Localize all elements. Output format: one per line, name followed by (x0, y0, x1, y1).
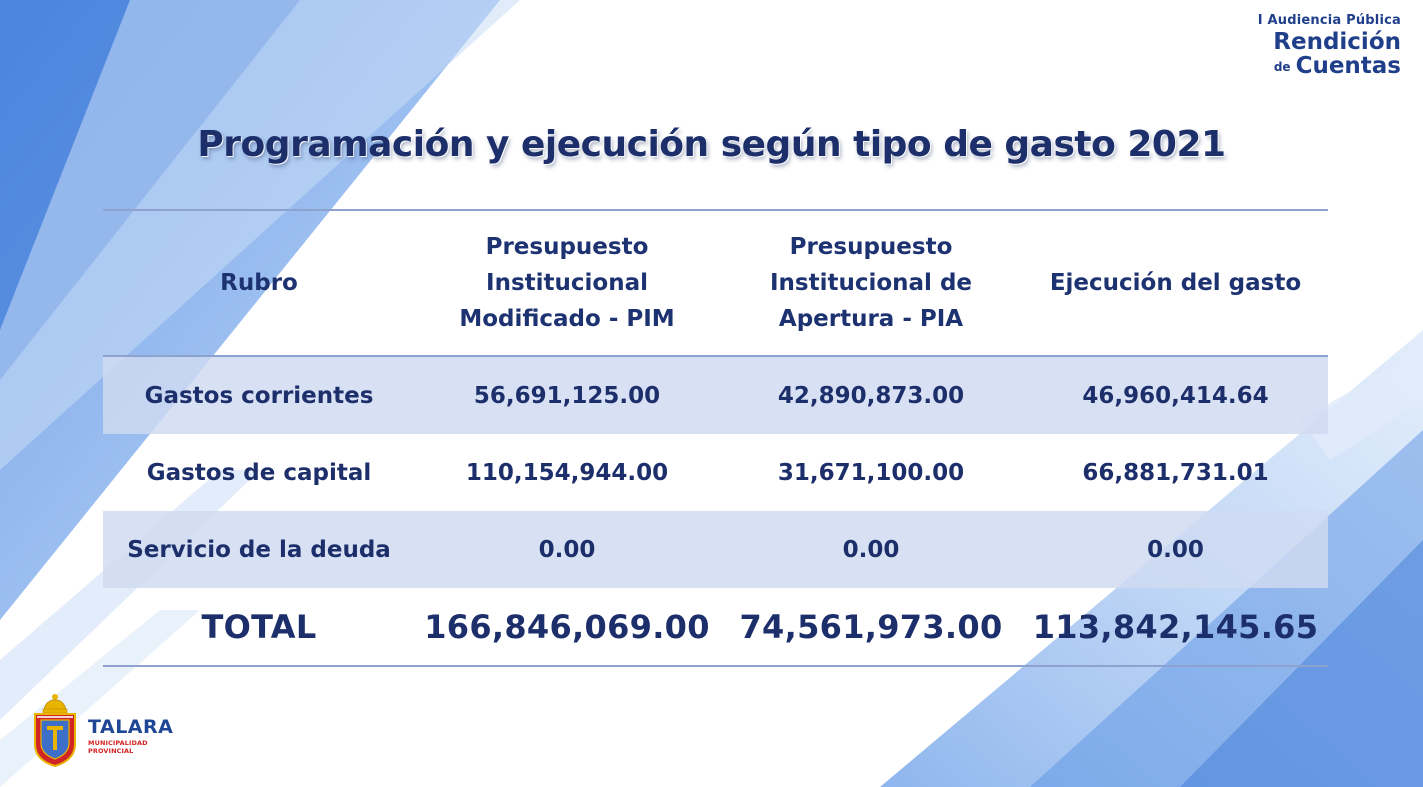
cell-pim: 110,154,944.00 (465, 459, 669, 486)
cell-rubro: Gastos corrientes (144, 382, 374, 409)
header-ejecucion: Ejecución del gasto (1023, 265, 1328, 301)
total-pim: 166,846,069.00 (424, 607, 710, 646)
logo-name: TALARA (88, 716, 174, 738)
event-name: I Audiencia Pública (1257, 13, 1401, 28)
header-ejecucion-line: Ejecución del gasto (1049, 270, 1302, 296)
header-pia-line2: Institucional de (769, 270, 973, 296)
table-total-row: TOTAL 166,846,069.00 74,561,973.00 113,8… (103, 588, 1328, 665)
header-pim: Presupuesto Institucional Modificado - P… (415, 229, 719, 337)
header-pia: Presupuesto Institucional de Apertura - … (719, 229, 1023, 337)
event-title-line2: Rendición (1273, 29, 1401, 55)
total-ejecucion: 113,842,145.65 (1032, 607, 1319, 646)
cell-ejecucion: 0.00 (1147, 536, 1204, 563)
table-row: Servicio de la deuda 0.00 0.00 0.00 (103, 511, 1328, 588)
table-row: Gastos de capital 110,154,944.00 31,671,… (103, 434, 1328, 511)
cell-pia: 42,890,873.00 (777, 382, 965, 409)
header-pim-line2: Institucional (486, 270, 648, 296)
cell-ejecucion: 66,881,731.01 (1082, 459, 1269, 486)
event-title-line3: de Cuentas (1258, 55, 1401, 78)
cell-rubro: Gastos de capital (146, 459, 372, 486)
page-title: Programación y ejecución según tipo de g… (197, 124, 1226, 165)
event-title-prefix: de (1273, 59, 1291, 74)
header-pia-line3: Apertura - PIA (778, 306, 964, 332)
budget-table: Rubro Presupuesto Institucional Modifica… (103, 209, 1328, 667)
municipality-logo: TALARA MUNICIPALIDAD PROVINCIAL (32, 692, 192, 768)
event-title-main: Cuentas (1295, 53, 1401, 79)
logo-subtitle: MUNICIPALIDAD PROVINCIAL (88, 739, 148, 755)
header-pim-line3: Modificado - PIM (459, 306, 675, 332)
table-header-row: Rubro Presupuesto Institucional Modifica… (103, 211, 1328, 357)
crest-icon (34, 694, 76, 768)
header-pia-line1: Presupuesto (789, 234, 953, 260)
cell-pia: 31,671,100.00 (777, 459, 965, 486)
header-pim-line1: Presupuesto (485, 234, 649, 260)
header-rubro: Rubro (103, 265, 415, 301)
event-branding: I Audiencia Pública Rendición de Cuentas (1258, 14, 1401, 78)
cell-ejecucion: 46,960,414.64 (1082, 382, 1269, 409)
cell-rubro: Servicio de la deuda (127, 536, 391, 563)
total-label: TOTAL (201, 607, 317, 646)
cell-pim: 0.00 (538, 536, 596, 563)
total-pia: 74,561,973.00 (739, 607, 1003, 646)
cell-pim: 56,691,125.00 (473, 382, 661, 409)
cell-pia: 0.00 (842, 536, 900, 563)
table-row: Gastos corrientes 56,691,125.00 42,890,8… (103, 357, 1328, 434)
header-rubro-line: Rubro (220, 270, 298, 296)
